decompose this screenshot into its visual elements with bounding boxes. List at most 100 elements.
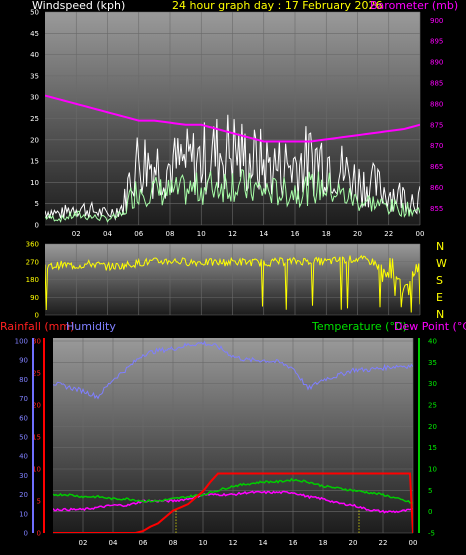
humidity-tick-label: 0 [24,530,28,538]
direction-tick-label: 180 [26,276,39,284]
wind-hour-label: 16 [291,230,300,238]
wind-hour-label: 08 [166,230,175,238]
baro-tick-label: 885 [430,80,443,88]
rainfall-tick-label: 10 [32,466,41,474]
baro-tick-label: 880 [430,100,443,108]
wind-direction-line [45,254,420,313]
wind-hour-label: 02 [72,230,81,238]
baro-tick-label: 900 [430,17,443,25]
wind-tick-label: 35 [30,72,39,80]
direction-series-group [45,254,420,313]
humidity-tick-label: 10 [19,510,28,518]
baro-tick-label: 890 [430,59,443,67]
wind-tick-label: 40 [30,51,39,59]
temperature-tick-label: 5 [428,487,432,495]
wind-hour-label: 20 [353,230,362,238]
lower-hour-label: 10 [199,539,208,547]
lower-hour-label: 00 [409,539,418,547]
wind-tick-label: 10 [30,179,39,187]
wind-tick-label: 50 [30,9,39,17]
wind-hour-label: 10 [197,230,206,238]
baro-tick-label: 865 [430,163,443,171]
wind-hour-label: 00 [416,230,425,238]
humidity-title: Humidity [66,320,116,333]
direction-tick-label: 90 [30,294,39,302]
baro-tick-label: 895 [430,38,443,46]
wind-tick-label: 0 [35,222,39,230]
humidity-line [53,340,413,400]
compass-s: S [436,274,443,287]
wind-hour-label: 06 [134,230,143,238]
humidity-tick-label: 60 [19,414,28,422]
rainfall-tick-label: 0 [37,530,41,538]
baro-tick-label: 860 [430,184,443,192]
humidity-tick-label: 70 [19,395,28,403]
temperature-tick-label: 20 [428,423,437,431]
rainfall-line [53,472,413,533]
humidity-tick-label: 50 [19,434,28,442]
rainfall-tick-label: 15 [32,434,41,442]
lower-hour-label: 04 [109,539,118,547]
barometer-line [45,94,420,143]
wind-tick-label: 45 [30,30,39,38]
temperature-tick-label: -5 [428,530,435,538]
humidity-tick-label: 40 [19,453,28,461]
baro-tick-label: 870 [430,142,443,150]
temperature-tick-label: 0 [428,508,432,516]
rainfall-tick-label: 30 [32,338,41,346]
baro-tick-label: 855 [430,205,443,213]
direction-tick-label: 270 [26,258,39,266]
compass-n-top: N [436,240,444,253]
lower-series-group [53,340,413,533]
rainfall-tick-label: 25 [32,370,41,378]
wind-tick-label: 25 [30,115,39,123]
temperature-tick-label: 40 [428,338,437,346]
lower-hour-label: 08 [169,539,178,547]
dewpoint-line [53,490,413,514]
humidity-tick-label: 100 [15,338,28,346]
rainfall-tick-label: 5 [37,498,41,506]
lower-hour-label: 12 [229,539,238,547]
lower-hour-label: 02 [79,539,88,547]
rainfall-title: Rainfall (mm) [0,320,74,333]
temperature-line [53,477,413,504]
temperature-tick-label: 15 [428,444,437,452]
humidity-tick-label: 20 [19,491,28,499]
lower-hour-label: 20 [349,539,358,547]
wind-hour-label: 12 [228,230,237,238]
compass-w: W [436,257,447,270]
windspeed-title: Windspeed (kph) [32,0,125,12]
graph-date-title: 24 hour graph day : 17 February 2026 [172,0,383,12]
direction-tick-label: 0 [35,312,39,320]
baro-tick-label: 875 [430,121,443,129]
windspeed-average-line [45,168,420,223]
lower-hour-label: 06 [139,539,148,547]
lower-hour-label: 16 [289,539,298,547]
temperature-tick-label: 30 [428,380,437,388]
humidity-tick-label: 80 [19,376,28,384]
wind-hour-label: 14 [259,230,268,238]
compass-e: E [436,291,443,304]
wind-series-group [45,94,420,223]
wind-tick-label: 15 [30,158,39,166]
direction-tick-label: 360 [26,241,39,249]
barometer-title: Barometer (mb) [370,0,458,12]
dewpoint-title: Dew Point (°C) [394,320,466,333]
lower-hour-label: 22 [379,539,388,547]
wind-tick-label: 20 [30,136,39,144]
lower-hour-label: 14 [259,539,268,547]
compass-n-bottom: N [436,308,444,321]
humidity-tick-label: 30 [19,472,28,480]
temperature-tick-label: 35 [428,359,437,367]
wind-hour-label: 04 [103,230,112,238]
wind-hour-label: 22 [384,230,393,238]
temperature-title: Temperature (°C) [311,320,407,333]
temperature-tick-label: 25 [428,402,437,410]
wind-tick-label: 5 [35,200,39,208]
rainfall-tick-label: 20 [32,402,41,410]
wind-hour-label: 18 [322,230,331,238]
lower-hour-label: 18 [319,539,328,547]
wind-tick-label: 30 [30,94,39,102]
humidity-tick-label: 90 [19,357,28,365]
